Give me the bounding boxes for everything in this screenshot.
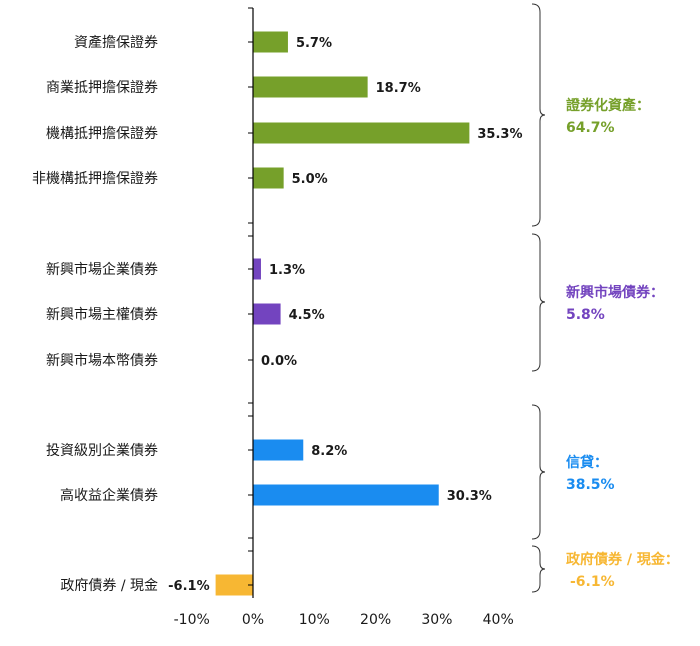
bar-3 (253, 122, 470, 144)
group-bracket (531, 545, 546, 593)
category-label: 商業抵押擔保證券 (46, 79, 158, 96)
group-total: 38.5% (566, 477, 615, 493)
category-label: 高收益企業債券 (60, 487, 158, 504)
bar-8 (253, 439, 304, 461)
group-bracket (531, 404, 546, 540)
data-label: 1.3% (269, 263, 305, 278)
x-tick-label: 0% (242, 612, 264, 628)
category-label: 新興市場本幣債券 (46, 352, 158, 369)
x-tick-label: 40% (483, 612, 514, 628)
bar-5 (253, 258, 261, 280)
group-title: 新興市場債券： (566, 284, 664, 301)
category-label: 機構抵押擔保證券 (46, 125, 158, 142)
group-total: -6.1% (570, 574, 615, 590)
data-label: 5.7% (296, 36, 332, 51)
data-label: 5.0% (292, 172, 328, 187)
data-label: 4.5% (289, 308, 325, 323)
group-total: 64.7% (566, 120, 615, 136)
category-label: 政府債券 / 現金 (60, 578, 158, 594)
data-label: 30.3% (447, 489, 492, 504)
category-label: 新興市場企業債券 (46, 261, 158, 278)
group-bracket (531, 233, 546, 372)
category-label: 非機構抵押擔保證券 (32, 170, 158, 187)
bar-1 (253, 31, 288, 53)
x-tick-label: 30% (421, 612, 452, 628)
group-title: 證券化資產： (566, 97, 650, 114)
bar-10 (215, 574, 253, 596)
bar-4 (253, 167, 284, 189)
group-title: 信貸： (566, 454, 608, 471)
x-tick-label: -10% (174, 612, 210, 628)
group-title: 政府債券 / 現金： (566, 551, 679, 568)
data-label: 0.0% (261, 354, 297, 369)
category-label: 新興市場主權債券 (46, 306, 158, 323)
category-label: 投資級別企業債券 (46, 442, 158, 459)
category-label: 資產擔保證券 (74, 34, 158, 51)
x-tick-label: 10% (299, 612, 330, 628)
group-total: 5.8% (566, 307, 605, 323)
data-label: -6.1% (168, 579, 209, 594)
data-label: 18.7% (376, 81, 421, 96)
bar-6 (253, 303, 281, 325)
x-tick-label: 20% (360, 612, 391, 628)
data-label: 8.2% (311, 444, 347, 459)
group-bracket (531, 3, 546, 227)
data-label: 35.3% (477, 127, 522, 142)
bar-9 (253, 484, 439, 506)
bar-2 (253, 76, 368, 98)
